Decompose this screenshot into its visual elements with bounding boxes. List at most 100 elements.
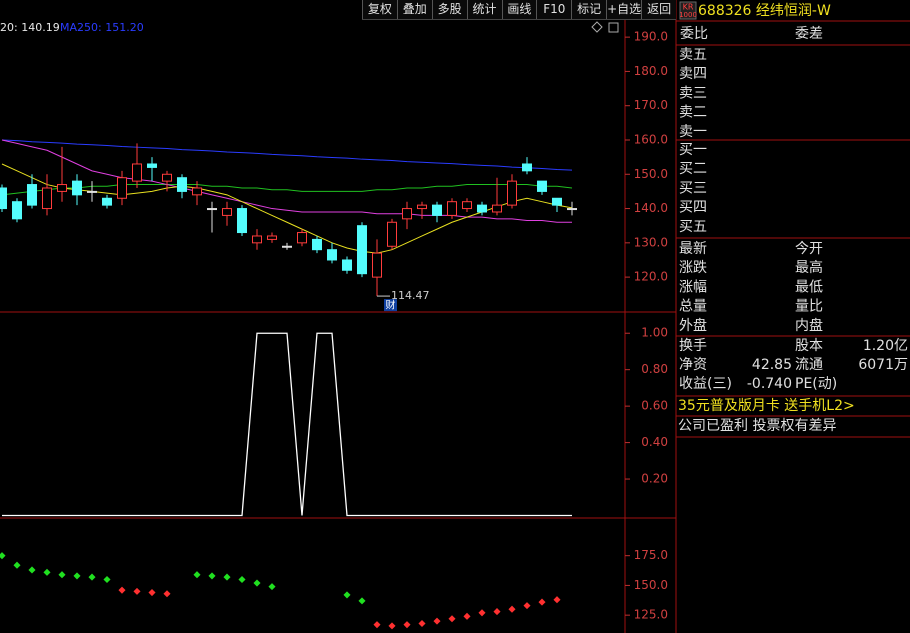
y-tick-label: 170.0 <box>634 98 668 112</box>
candle-body <box>552 197 562 206</box>
toolbar-button[interactable]: 标记 <box>571 0 607 19</box>
candle-body <box>72 180 82 196</box>
sar-dot <box>538 598 546 606</box>
sar-dot <box>448 615 456 623</box>
y-tick-label: 0.60 <box>641 399 668 413</box>
toolbar: 复权 叠加 多股 统计 画线 F10 标记 +自选 返回 <box>362 0 677 20</box>
candle-body <box>462 201 472 210</box>
sar-dot <box>553 596 561 604</box>
fund-label: 股本 <box>795 338 823 354</box>
y-tick-label: 130.0 <box>634 235 668 249</box>
sar-dot <box>478 609 486 617</box>
candle-body <box>282 245 292 248</box>
candle-body <box>252 235 262 244</box>
promo: 35元普及版月卡 送手机L2> <box>678 398 855 414</box>
sar-dot <box>163 590 171 598</box>
toolbar-button[interactable]: 返回 <box>641 0 677 19</box>
badge-box <box>384 299 397 312</box>
moving-average <box>1 139 573 171</box>
candle-body <box>0 187 7 210</box>
candle-body <box>567 208 577 211</box>
toolbar-button[interactable]: 多股 <box>431 0 467 19</box>
moving-average <box>1 184 573 196</box>
candle-body <box>522 163 532 172</box>
candle-body <box>477 204 487 213</box>
sar-dot <box>373 621 381 629</box>
toolbar-button[interactable]: 叠加 <box>396 0 432 19</box>
sar-dot <box>418 619 426 628</box>
bid-label: 买三 <box>679 180 707 196</box>
y-tick-label: 0.20 <box>641 472 668 486</box>
ma-legend: 20: 140.19 <box>0 21 60 34</box>
stat-label: 今开 <box>795 241 823 257</box>
candle-body <box>417 204 427 210</box>
candle-body <box>177 177 187 192</box>
candle-body <box>402 208 412 220</box>
candle-body <box>297 232 307 244</box>
sar-dot <box>208 572 216 580</box>
bid-label: 买二 <box>679 161 707 177</box>
y-tick-label: 120.0 <box>634 270 668 284</box>
toolbar-button[interactable]: 统计 <box>466 0 502 19</box>
indicator-line <box>2 332 572 517</box>
sar-dot <box>118 586 126 594</box>
sar-dot <box>268 583 276 591</box>
candle-body <box>342 259 352 271</box>
candle-body <box>132 163 142 182</box>
sar-dot <box>253 579 261 587</box>
notice: 公司已盈利 投票权有差异 <box>678 418 836 434</box>
candle-body <box>192 187 202 196</box>
ask-label: 卖三 <box>679 85 707 101</box>
sar-dot <box>193 571 201 579</box>
sar-dot <box>523 602 531 610</box>
toolbar-button[interactable]: +自选 <box>606 0 642 19</box>
candle-body <box>162 173 172 182</box>
sar-dot <box>433 617 441 625</box>
toolbar-button[interactable]: 画线 <box>501 0 537 19</box>
sar-dot <box>58 571 66 579</box>
ask-label: 卖四 <box>679 66 707 82</box>
stat-label: 内盘 <box>795 317 823 334</box>
candle-body <box>357 225 367 275</box>
sar-dot <box>403 621 411 629</box>
y-tick-label: 150.0 <box>634 578 668 592</box>
toolbar-button[interactable]: 复权 <box>362 0 397 19</box>
candle-body <box>102 197 112 206</box>
ma-legend: MA250: 151.20 <box>60 21 144 34</box>
square-icon[interactable] <box>608 22 619 33</box>
candle-body <box>207 208 217 211</box>
candle-body <box>42 187 52 210</box>
badge-text: KR <box>683 3 694 12</box>
fund-label: 净资 <box>679 357 707 373</box>
sar-dot <box>43 568 51 576</box>
badge-text: 1000 <box>679 11 697 19</box>
toolbar-button[interactable]: F10 <box>536 0 572 19</box>
diamond-icon[interactable] <box>591 21 603 33</box>
y-tick-label: 125.0 <box>634 608 668 622</box>
y-tick-label: 175.0 <box>634 548 668 562</box>
ask-label: 卖五 <box>679 47 707 63</box>
candle-body <box>12 201 22 220</box>
y-tick-label: 160.0 <box>634 132 668 146</box>
stat-label: 最高 <box>795 259 823 276</box>
label: 委比 <box>680 26 708 42</box>
sar-dot <box>463 612 471 620</box>
bid-label: 买四 <box>679 200 707 216</box>
candle-body <box>117 177 127 199</box>
stat-label: 外盘 <box>679 317 707 334</box>
sar-dot <box>133 587 141 595</box>
y-tick-label: 0.40 <box>641 435 668 449</box>
candle-body <box>57 184 67 192</box>
sar-dot <box>103 575 111 584</box>
candle-body <box>327 249 337 261</box>
candle-body <box>237 208 247 234</box>
sar-dot <box>88 573 96 581</box>
ask-label: 卖一 <box>679 124 707 140</box>
fund-label: 收益(三) <box>679 376 732 392</box>
sar-dot <box>358 597 366 605</box>
candle-body <box>222 208 232 216</box>
badge-text: 财 <box>386 299 396 312</box>
fund-label: PE(动) <box>795 376 837 392</box>
